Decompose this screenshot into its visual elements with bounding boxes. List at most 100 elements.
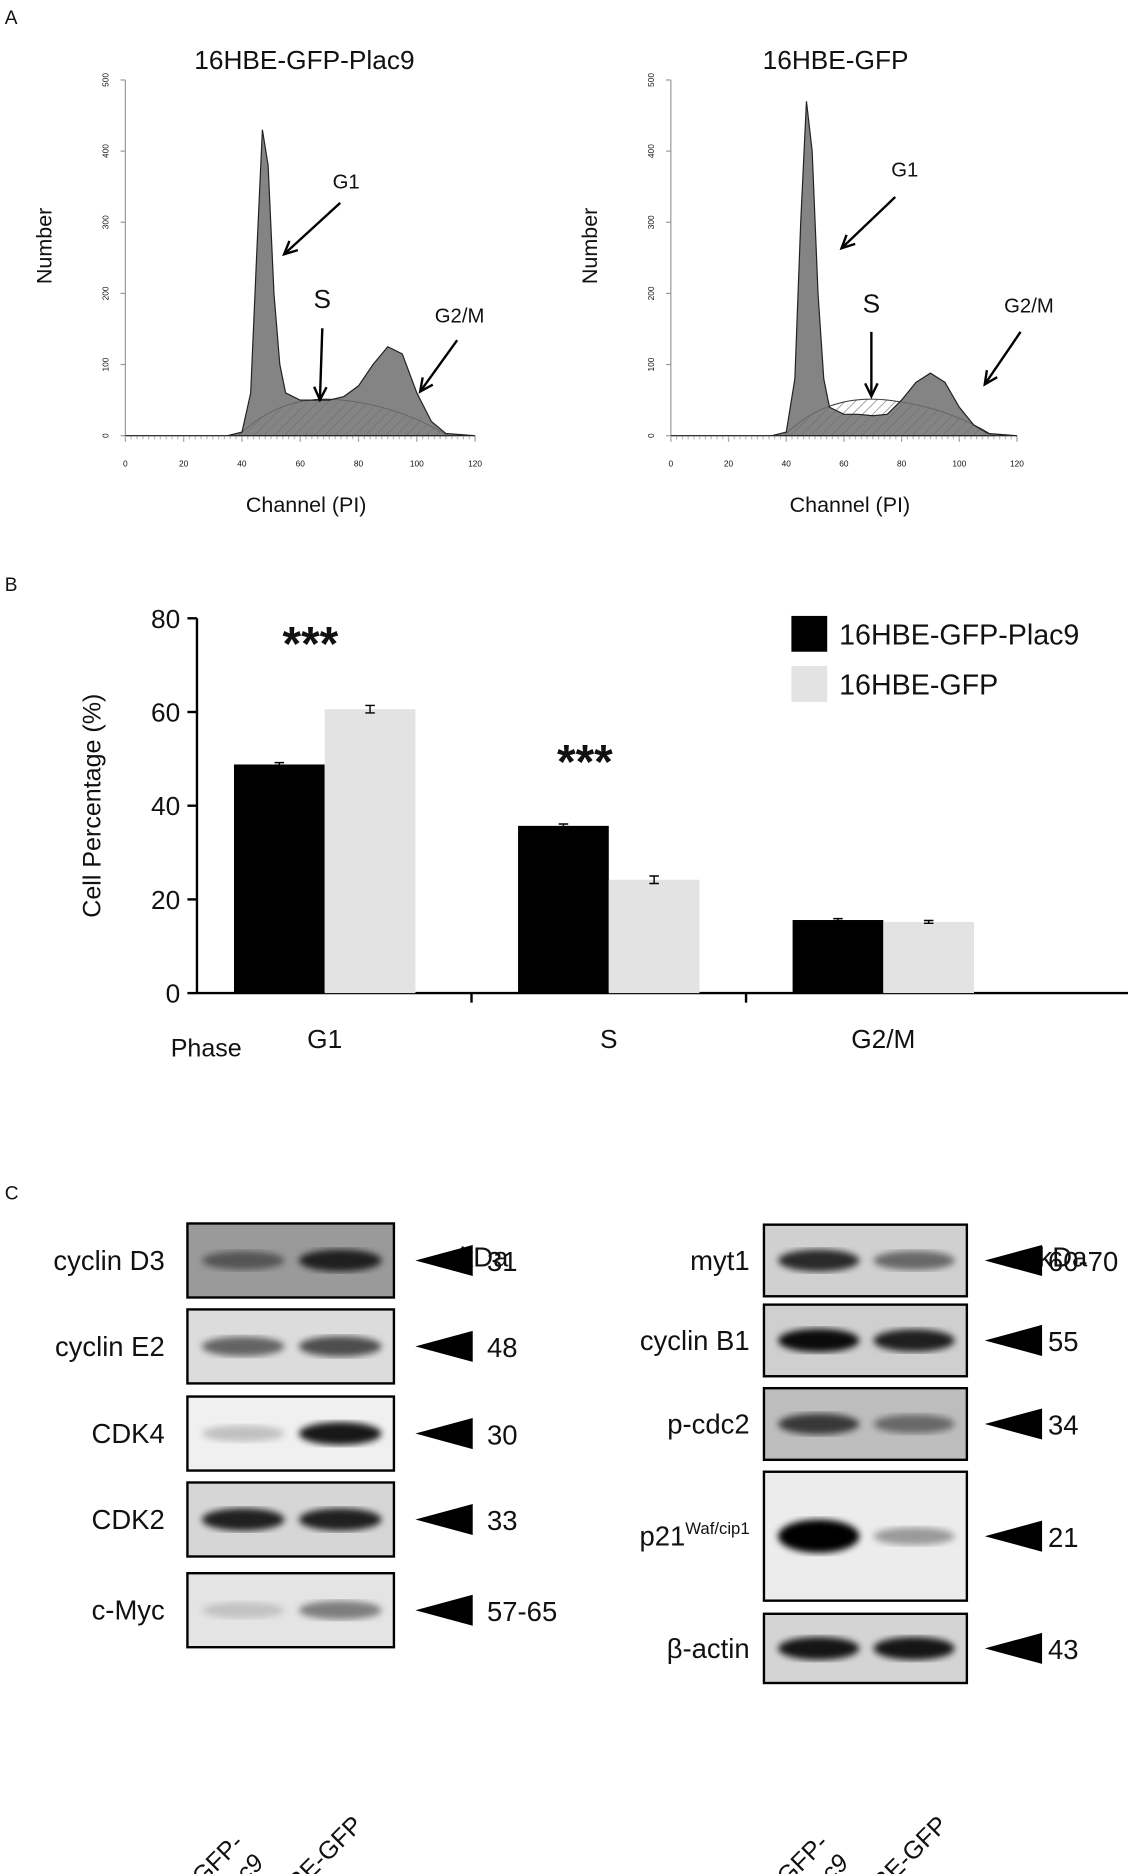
band (201, 1336, 285, 1357)
x-tick-label: 40 (237, 459, 247, 469)
x-tick-label: 60 (839, 459, 849, 469)
band (298, 1249, 382, 1272)
arrow-head (282, 240, 299, 257)
blot-label: p-cdc2 (667, 1409, 749, 1440)
kda-label: 43 (1048, 1634, 1079, 1665)
bar (233, 764, 325, 994)
y-axis-label: Number (578, 208, 602, 284)
chart-title: 16HBE-GFP (763, 45, 909, 75)
error-bar (365, 704, 375, 714)
y-tick-label: 40 (151, 791, 180, 821)
blot-label: myt1 (690, 1245, 749, 1276)
blot-label: cyclin B1 (640, 1325, 750, 1356)
band (201, 1508, 285, 1531)
band (201, 1602, 285, 1619)
x-tick-label: 0 (669, 459, 674, 469)
kda-label: 55 (1048, 1326, 1079, 1357)
kda-label: 57-65 (487, 1596, 557, 1627)
unit-header: kDa (1038, 1241, 1088, 1272)
band (778, 1328, 860, 1353)
bar (324, 709, 416, 994)
error-bar (923, 919, 934, 925)
bar (608, 879, 700, 994)
blot-label-text: cyclin E2 (55, 1331, 165, 1362)
y-tick-label: 400 (646, 144, 656, 158)
histogram-area (125, 129, 476, 437)
x-tick-label: 60 (296, 459, 306, 469)
arrow-shaft (318, 328, 324, 400)
blot-label: CDK4 (92, 1418, 165, 1449)
y-tick-label: 200 (646, 286, 656, 300)
significance: *** (283, 618, 339, 671)
blot-label-text: cyclin D3 (53, 1245, 164, 1276)
legend-swatch (791, 666, 828, 702)
blot-label-text: CDK4 (92, 1418, 165, 1449)
arrowhead (415, 1418, 473, 1450)
x-tick-label: G2/M (851, 1024, 915, 1054)
annotation: G1 (891, 160, 918, 182)
annotation: G2/M (435, 305, 485, 327)
lane-label: 16HBE-GFP (250, 1811, 368, 1874)
blot-label: p21Waf/cip1 (639, 1519, 749, 1552)
y-tick-label: 0 (101, 433, 111, 438)
blot-label-text: p-cdc2 (667, 1409, 749, 1440)
bar (792, 920, 884, 994)
band (778, 1519, 860, 1553)
lane-label: 16HBE-GFP (835, 1811, 953, 1874)
y-tick-label: 300 (101, 215, 111, 229)
kda-label: 31 (487, 1246, 518, 1277)
y-tick-label: 20 (151, 885, 180, 915)
error-bar (274, 761, 285, 768)
y-tick-label: 100 (101, 357, 111, 371)
arrowhead (415, 1594, 473, 1626)
legend-label: 16HBE-GFP-Plac9 (839, 620, 1079, 652)
arrowhead (984, 1408, 1043, 1440)
y-tick-label: 0 (646, 433, 656, 438)
arrowhead (984, 1244, 1043, 1276)
band (873, 1250, 955, 1271)
y-tick-label: 60 (151, 698, 180, 728)
x-axis-label: Phase (171, 1034, 242, 1062)
kda-label: 33 (487, 1505, 518, 1536)
y-tick-label: 100 (646, 357, 656, 371)
arrow-shaft (283, 202, 342, 256)
arrow-head (313, 386, 328, 403)
arrowhead (415, 1330, 473, 1362)
blot-label: c-Myc (92, 1595, 165, 1626)
kda-label: 21 (1048, 1522, 1079, 1553)
panel-label: C (5, 1184, 19, 1205)
histogram-area (670, 101, 1018, 437)
x-tick-label: S (600, 1024, 618, 1054)
band (298, 1600, 382, 1620)
band (778, 1413, 860, 1435)
arrowhead (415, 1244, 473, 1276)
band (298, 1422, 382, 1446)
panel-label: B (5, 575, 18, 596)
band (201, 1425, 285, 1442)
arrow-shaft (840, 196, 897, 250)
error-bar (833, 917, 843, 923)
arrowhead (415, 1503, 473, 1536)
legend-label: 16HBE-GFP (839, 670, 998, 702)
y-tick-label: 500 (646, 73, 656, 87)
x-tick-label: 100 (952, 459, 966, 469)
blot-label: cyclin E2 (55, 1331, 165, 1362)
x-tick-label: G1 (307, 1024, 342, 1054)
band (873, 1527, 955, 1546)
annotation: G1 (333, 172, 360, 194)
x-tick-label: 120 (1010, 459, 1024, 469)
annotation: G2/M (1004, 296, 1054, 318)
blot-label-text: β-actin (667, 1633, 750, 1664)
band (873, 1636, 955, 1660)
arrowhead (984, 1632, 1043, 1664)
panel-label: A (5, 8, 18, 29)
y-tick-label: 300 (646, 215, 656, 229)
blot-label-text: cyclin B1 (640, 1325, 750, 1356)
significance: *** (557, 736, 613, 789)
y-tick-label: 0 (166, 979, 181, 1009)
x-tick-label: 20 (724, 459, 734, 469)
kda-label: 48 (487, 1332, 518, 1363)
band (778, 1249, 860, 1272)
band (201, 1251, 285, 1270)
error-bar (558, 823, 569, 829)
